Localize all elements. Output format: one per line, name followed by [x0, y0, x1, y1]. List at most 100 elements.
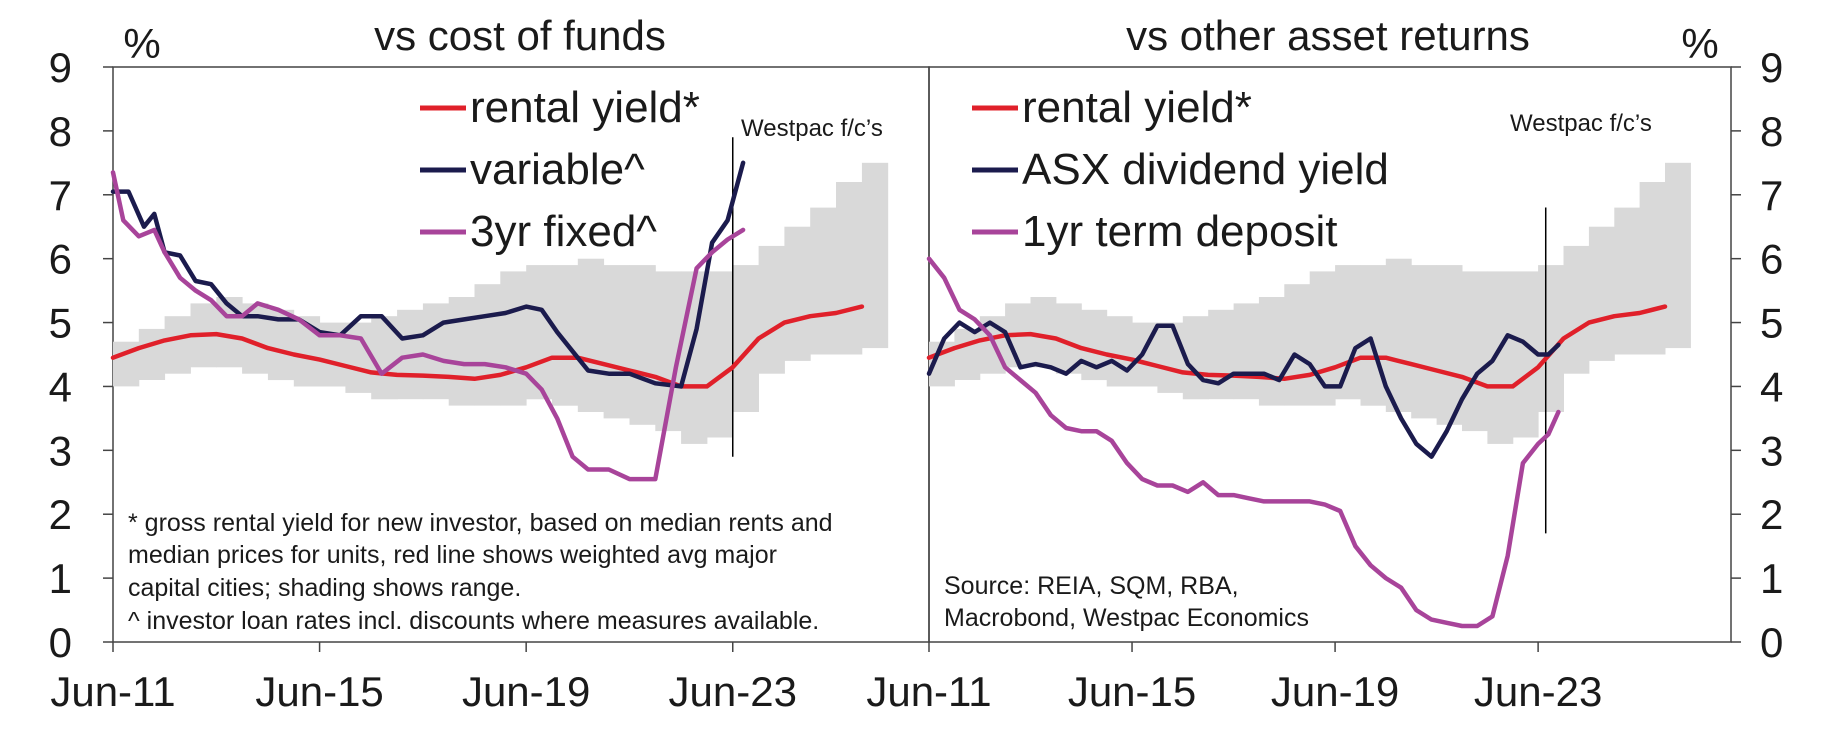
x-tick-label-p1-3: Jun-23 [669, 668, 797, 715]
y-tick-label-left-2: 2 [49, 491, 72, 538]
range-band-p1-15 [500, 271, 527, 406]
range-band-p1-23 [706, 271, 734, 438]
legend-label-3yr-fixed: 3yr fixed^ [470, 207, 657, 256]
range-band-p1-12 [422, 303, 450, 400]
range-band-p1-20 [629, 265, 656, 425]
right-forecast-label: Westpac f/c’s [1510, 110, 1652, 137]
range-band-p1-29 [861, 162, 889, 349]
y-tick-label-right-1: 1 [1760, 555, 1783, 602]
range-band-p2-16 [1335, 265, 1361, 400]
y-tick-label-left-5: 5 [49, 300, 72, 347]
range-band-p1-27 [810, 207, 837, 355]
legend-label-asx: ASX dividend yield [1022, 145, 1389, 194]
footnote-line-3: capital cities; shading shows range. [128, 574, 521, 602]
series-line-p1-variable [110, 160, 746, 389]
y-tick-label-right-5: 5 [1760, 300, 1783, 347]
range-shading-layer [113, 162, 1691, 444]
range-band-p2-17 [1360, 265, 1387, 406]
range-band-p2-29 [1665, 162, 1691, 349]
x-tick-label-p1-1: Jun-15 [255, 668, 383, 715]
legend-label-variable: variable^ [470, 145, 645, 194]
range-band-p1-26 [784, 226, 811, 361]
range-band-p2-23 [1512, 271, 1539, 438]
right-legend: rental yield* ASX dividend yield 1yr ter… [972, 83, 1389, 256]
range-band-p2-1 [954, 328, 981, 380]
range-band-p2-6 [1081, 309, 1108, 381]
y-tick-label-right-3: 3 [1760, 427, 1783, 474]
series-lines-layer [110, 160, 1668, 629]
left-legend: rental yield* variable^ 3yr fixed^ [420, 83, 700, 256]
x-tick-label-p2-1: Jun-15 [1068, 668, 1196, 715]
range-band-p1-24 [732, 265, 759, 412]
x-tick-label-p2-2: Jun-19 [1271, 668, 1399, 715]
range-band-p1-18 [577, 258, 605, 412]
legend-label-rental-yield-2: rental yield* [1022, 83, 1252, 132]
range-band-p1-17 [552, 265, 579, 406]
range-band-p1-13 [448, 297, 475, 406]
series-line-p2-rental-yield [926, 304, 1668, 389]
range-band-p2-25 [1563, 245, 1590, 374]
range-band-p2-14 [1284, 284, 1311, 406]
y-tick-label-left-6: 6 [49, 236, 72, 283]
range-band-p1-9 [345, 322, 372, 393]
range-band-p2-18 [1385, 258, 1412, 412]
range-band-p1-19 [603, 265, 630, 419]
right-unit-label: % [1681, 20, 1718, 67]
series-line-p2-1yr-term-deposit [926, 256, 1561, 629]
left-panel-title: vs cost of funds [374, 12, 666, 59]
left-footnote: * gross rental yield for new investor, b… [128, 509, 833, 635]
range-band-p2-27 [1614, 207, 1641, 355]
y-tick-label-right-0: 0 [1760, 619, 1783, 666]
range-band-p2-12 [1233, 303, 1260, 400]
range-band-p1-1 [138, 328, 166, 380]
source-line-2: Macrobond, Westpac Economics [944, 604, 1309, 632]
range-band-p2-11 [1208, 309, 1235, 400]
source-line-1: Source: REIA, SQM, RBA, [944, 572, 1239, 600]
x-tick-label-p2-3: Jun-23 [1474, 668, 1602, 715]
series-line-p1-rental-yield [110, 304, 865, 389]
x-tick-label-p2-0: Jun-11 [866, 668, 991, 715]
right-panel-title: vs other asset returns [1126, 12, 1530, 59]
y-tick-label-left-8: 8 [49, 108, 72, 155]
range-band-p2-20 [1436, 265, 1463, 425]
y-tick-label-right-8: 8 [1760, 108, 1783, 155]
y-tick-label-left-9: 9 [49, 44, 72, 91]
y-tick-label-right-4: 4 [1760, 363, 1783, 410]
x-tick-label-p1-0: Jun-11 [50, 668, 175, 715]
legend-label-rental-yield: rental yield* [470, 83, 700, 132]
y-tick-label-right-7: 7 [1760, 172, 1783, 219]
range-band-p2-19 [1411, 265, 1438, 419]
range-band-p1-14 [474, 284, 501, 406]
y-tick-label-right-9: 9 [1760, 44, 1783, 91]
axes-layer: Jun-11 Jun-15 Jun-19 Jun-23 Jun-11 Jun-15 Jun-… [49, 44, 1784, 715]
x-tick-label-p1-2: Jun-19 [462, 668, 590, 715]
range-band-p2-22 [1487, 271, 1514, 444]
range-band-p2-24 [1538, 265, 1564, 412]
range-band-p2-4 [1030, 297, 1057, 368]
y-tick-label-right-6: 6 [1760, 236, 1783, 283]
y-tick-label-left-1: 1 [49, 555, 72, 602]
range-band-p1-2 [164, 316, 191, 374]
series-line-p2-asx-dividend-yield [926, 320, 1561, 459]
source-note: Source: REIA, SQM, RBA, Macrobond, Westp… [944, 572, 1309, 632]
range-band-p2-28 [1639, 182, 1666, 355]
y-tick-label-left-3: 3 [49, 427, 72, 474]
y-tick-label-left-0: 0 [49, 619, 72, 666]
range-band-p1-28 [836, 182, 863, 355]
range-band-p2-9 [1157, 322, 1184, 393]
forecast-marker-layer [731, 137, 1547, 534]
left-unit-label: % [123, 20, 160, 67]
range-band-p2-26 [1588, 226, 1615, 361]
range-band-p2-7 [1106, 316, 1133, 387]
range-band-p1-25 [758, 245, 785, 374]
legend-label-term-deposit: 1yr term deposit [1022, 207, 1337, 256]
footnote-line-4: ^ investor loan rates incl. discounts wh… [128, 607, 819, 635]
footnote-line-2: median prices for units, red line shows … [128, 541, 777, 569]
footnote-line-1: * gross rental yield for new investor, b… [128, 509, 833, 537]
range-band-p2-21 [1462, 271, 1488, 432]
y-tick-label-right-2: 2 [1760, 491, 1783, 538]
series-line-p1-3yr-fixed [110, 170, 746, 482]
range-band-p2-13 [1258, 297, 1285, 406]
y-tick-label-left-7: 7 [49, 172, 72, 219]
